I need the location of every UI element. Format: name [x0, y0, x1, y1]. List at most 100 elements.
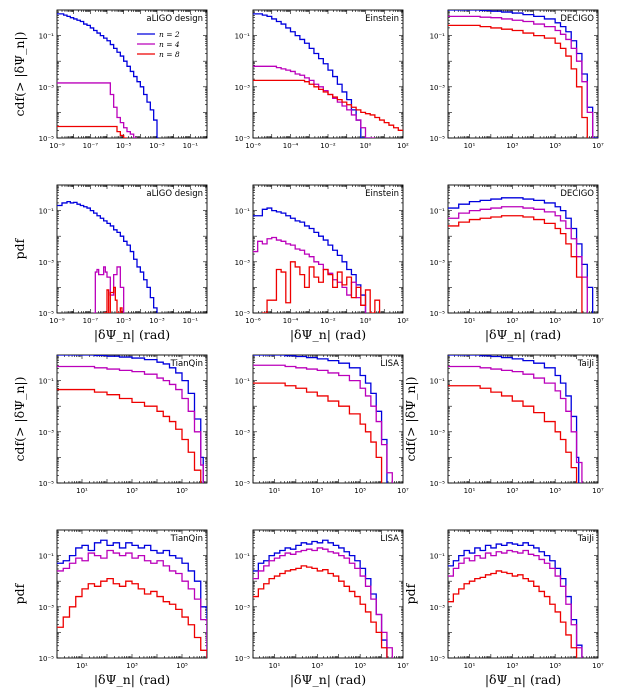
series-line-n4: [448, 549, 583, 658]
series-line-n2: [448, 355, 580, 483]
x-tick-label: 10³: [506, 487, 518, 495]
series-line-n4: [57, 82, 137, 138]
series-line-n8: [448, 215, 583, 313]
panel-12: 10¹ 10³ 10⁵ 10⁷ 10⁻⁵ 10⁻³ 10⁻¹ TaiJi pdf |δΨ_n| (…: [403, 529, 604, 687]
x-tick-label: 10⁻⁷: [83, 142, 99, 150]
x-tick-label: 10⁵: [549, 142, 561, 150]
y-tick-label: 10⁻¹: [235, 378, 251, 386]
panel-1: 10⁻⁹ 10⁻⁷ 10⁻⁵ 10⁻³ 10⁻¹ 10⁻⁵ 10⁻³ 10⁻¹ aLIGO de…: [12, 9, 208, 150]
x-tick-label: 10⁻²: [320, 317, 336, 325]
plot-frame: [252, 529, 404, 659]
y-tick-label: 10⁻⁵: [430, 310, 446, 318]
panel-title: TianQin: [170, 359, 203, 369]
y-tick-label: 10⁻¹: [39, 208, 55, 216]
x-tick-label: 10⁷: [592, 487, 604, 495]
x-tick-label: 10⁵: [549, 662, 561, 670]
x-tick-label: 10⁻⁴: [283, 142, 299, 150]
series-line-n4: [253, 65, 375, 138]
x-tick-label: 10⁷: [592, 317, 604, 325]
panel-title: aLIGO design: [146, 189, 203, 199]
plot-frame: [56, 529, 208, 659]
x-tick-label: 10⁰: [360, 142, 372, 150]
x-tick-label: 10⁷: [397, 487, 409, 495]
y-tick-label: 10⁻³: [430, 84, 446, 92]
panel-title: TianQin: [170, 534, 203, 544]
series-line-n8: [103, 286, 123, 313]
panel-title: LISA: [380, 534, 399, 544]
x-tick-label: 10⁵: [549, 317, 561, 325]
y-tick-label: 10⁻⁵: [430, 655, 446, 663]
x-tick-label: 10³: [126, 487, 138, 495]
series-group: [253, 207, 381, 313]
series-line-n8: [448, 24, 588, 138]
series-line-n8: [448, 385, 578, 483]
x-tick-label: 10³: [126, 662, 138, 670]
series-line-n2: [253, 207, 367, 313]
panel-5: 10⁻⁶ 10⁻⁴ 10⁻² 10⁰ 10² 10⁻⁵ 10⁻³ 10⁻¹ Einstein |δ…: [235, 184, 409, 342]
legend-label: n = 4: [159, 40, 180, 49]
plot-frame: [447, 529, 599, 659]
y-axis-label: cdf(> |δΨ_n|): [12, 376, 27, 461]
series-line-n8: [57, 125, 127, 138]
y-tick-label: 10⁻¹: [235, 208, 251, 216]
y-tick-label: 10⁻¹: [235, 553, 251, 561]
series-line-n4: [448, 365, 583, 483]
y-axis-label: pdf: [12, 237, 27, 259]
series-line-n4: [253, 547, 393, 658]
y-tick-label: 10⁻¹: [430, 33, 446, 41]
x-tick-label: 10⁻⁵: [116, 317, 132, 325]
plot-frame: [447, 9, 599, 139]
x-tick-label: 10⁵: [354, 662, 366, 670]
plot-frame: [56, 184, 208, 314]
series-group: [448, 197, 594, 313]
x-tick-label: 10⁷: [592, 662, 604, 670]
x-tick-label: 10¹: [464, 317, 476, 325]
plot-frame: [252, 9, 404, 139]
x-tick-label: 10⁷: [592, 142, 604, 150]
x-tick-label: 10⁻²: [320, 142, 336, 150]
x-axis-label: |δΨ_n| (rad): [485, 672, 561, 687]
y-tick-label: 10⁻³: [235, 84, 251, 92]
series-group: [253, 13, 403, 138]
x-tick-label: 10⁻³: [149, 142, 165, 150]
series-line-n4: [93, 266, 125, 313]
panel-8: 10¹ 10³ 10⁵ 10⁷ 10⁻⁵ 10⁻³ 10⁻¹ LISA: [235, 354, 409, 495]
x-axis-label: |δΨ_n| (rad): [290, 327, 366, 342]
series-line-n8: [253, 382, 383, 483]
y-axis-label: cdf(> |δΨ_n|): [12, 31, 27, 116]
x-tick-label: 10³: [506, 662, 518, 670]
x-axis-label: |δΨ_n| (rad): [485, 327, 561, 342]
y-tick-label: 10⁻⁵: [39, 655, 55, 663]
series-group: [57, 355, 204, 483]
x-tick-label: 10⁻⁵: [116, 142, 132, 150]
series-line-n2: [253, 355, 388, 483]
series-line-n8: [262, 261, 381, 313]
x-tick-label: 10¹: [76, 662, 88, 670]
y-tick-label: 10⁻⁵: [39, 135, 55, 143]
x-tick-label: 10¹: [464, 142, 476, 150]
series-line-n2: [57, 13, 159, 138]
panel-2: 10⁻⁶ 10⁻⁴ 10⁻² 10⁰ 10² 10⁻⁵ 10⁻³ 10⁻¹ Einstein: [235, 9, 409, 150]
x-tick-label: 10⁻⁴: [283, 317, 299, 325]
y-axis-label: pdf: [12, 582, 27, 604]
x-tick-label: 10⁷: [397, 662, 409, 670]
x-tick-label: 10⁵: [176, 662, 188, 670]
series-line-n8: [57, 577, 207, 658]
y-tick-label: 10⁻³: [235, 259, 251, 267]
series-group: [57, 200, 158, 313]
series-line-n2: [57, 539, 207, 658]
x-tick-label: 10²: [397, 142, 409, 150]
series-line-n4: [253, 236, 367, 313]
x-tick-label: 10⁻⁶: [245, 317, 261, 325]
panel-9: 10¹ 10³ 10⁵ 10⁷ 10⁻⁵ 10⁻³ 10⁻¹ TaiJi cdf(> |δΨ_n…: [403, 354, 604, 495]
y-tick-label: 10⁻³: [430, 429, 446, 437]
x-tick-label: 10³: [506, 317, 518, 325]
series-group: [57, 13, 159, 138]
y-tick-label: 10⁻³: [39, 429, 55, 437]
series-line-n2: [57, 200, 158, 313]
y-tick-label: 10⁻¹: [430, 553, 446, 561]
y-tick-label: 10⁻⁵: [235, 655, 251, 663]
series-line-n4: [57, 365, 204, 483]
panel-title: aLIGO design: [146, 14, 203, 24]
y-tick-label: 10⁻¹: [430, 378, 446, 386]
